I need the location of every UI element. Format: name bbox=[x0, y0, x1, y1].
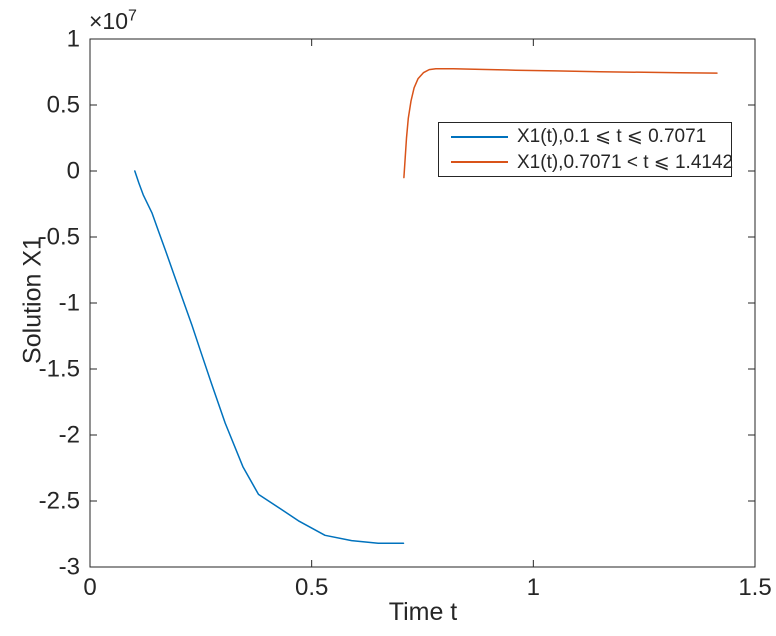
legend-label-series2: X1(t),0.7071 < t ⩽ 1.4142 bbox=[517, 151, 734, 173]
legend-item-series2: X1(t),0.7071 < t ⩽ 1.4142 bbox=[439, 150, 734, 174]
y-tick-label: -1 bbox=[59, 290, 80, 317]
y-tick-label: -0.5 bbox=[39, 224, 80, 251]
y-tick-label: -2.5 bbox=[39, 488, 80, 515]
y-tick-label: -1.5 bbox=[39, 356, 80, 383]
x-tick-label: 0 bbox=[83, 574, 96, 601]
legend-line-sample-blue bbox=[451, 135, 508, 138]
y-tick-label: 0 bbox=[67, 158, 80, 185]
y-axis-exponent-label: ×107 bbox=[89, 8, 137, 35]
y-tick-label: 1 bbox=[67, 26, 80, 53]
y-tick-label: -3 bbox=[59, 554, 80, 581]
x-tick-label: 0.5 bbox=[295, 574, 328, 601]
exponent-prefix: ×10 bbox=[89, 8, 129, 34]
y-tick-label: 0.5 bbox=[47, 92, 80, 119]
y-tick-label: -2 bbox=[59, 422, 80, 449]
series-curve-2 bbox=[403, 67, 718, 179]
x-tick-label: 1 bbox=[527, 574, 540, 601]
legend-label-series1: X1(t),0.1 ⩽ t ⩽ 0.7071 bbox=[517, 126, 707, 148]
legend-item-series1: X1(t),0.1 ⩽ t ⩽ 0.7071 bbox=[439, 125, 731, 149]
legend-line-sample-orange bbox=[451, 161, 508, 164]
axes-box bbox=[89, 38, 756, 568]
series-curve-1 bbox=[134, 170, 405, 544]
exponent-power: 7 bbox=[128, 7, 137, 25]
x-axis-label: Time t bbox=[388, 598, 458, 626]
x-tick-label: 1.5 bbox=[738, 574, 771, 601]
legend: X1(t),0.1 ⩽ t ⩽ 0.7071 X1(t),0.7071 < t … bbox=[438, 122, 734, 177]
y-axis-label: Solution X1 bbox=[18, 236, 47, 364]
